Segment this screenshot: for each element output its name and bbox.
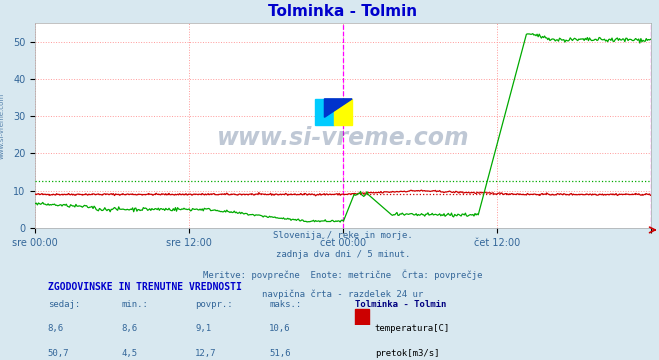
Text: zadnja dva dni / 5 minut.: zadnja dva dni / 5 minut.	[275, 250, 410, 259]
Text: min.:: min.:	[121, 300, 148, 309]
Text: 12,7: 12,7	[195, 349, 217, 358]
Text: Meritve: povprečne  Enote: metrične  Črta: povprečje: Meritve: povprečne Enote: metrične Črta:…	[203, 270, 482, 280]
Text: 10,6: 10,6	[269, 324, 291, 333]
Text: 8,6: 8,6	[47, 324, 64, 333]
Polygon shape	[324, 99, 352, 117]
Bar	[355, 333, 369, 353]
Text: 51,6: 51,6	[269, 349, 291, 358]
Text: pretok[m3/s]: pretok[m3/s]	[375, 349, 440, 358]
Text: 8,6: 8,6	[121, 324, 138, 333]
Title: Tolminka - Tolmin: Tolminka - Tolmin	[268, 4, 417, 19]
Polygon shape	[315, 99, 333, 126]
Text: temperatura[C]: temperatura[C]	[375, 324, 450, 333]
Text: 4,5: 4,5	[121, 349, 138, 358]
Text: 50,7: 50,7	[47, 349, 69, 358]
Text: povpr.:: povpr.:	[195, 300, 233, 309]
Text: Slovenija / reke in morje.: Slovenija / reke in morje.	[273, 231, 413, 240]
Polygon shape	[333, 99, 352, 126]
Text: www.si-vreme.com: www.si-vreme.com	[217, 126, 469, 150]
Text: sedaj:: sedaj:	[47, 300, 80, 309]
Bar	[355, 309, 369, 328]
Text: 9,1: 9,1	[195, 324, 212, 333]
Text: www.si-vreme.com: www.si-vreme.com	[0, 93, 5, 158]
Text: maks.:: maks.:	[269, 300, 301, 309]
Text: Tolminka - Tolmin: Tolminka - Tolmin	[355, 300, 447, 309]
Text: navpična črta - razdelek 24 ur: navpična črta - razdelek 24 ur	[262, 289, 424, 299]
Text: ZGODOVINSKE IN TRENUTNE VREDNOSTI: ZGODOVINSKE IN TRENUTNE VREDNOSTI	[47, 283, 241, 292]
